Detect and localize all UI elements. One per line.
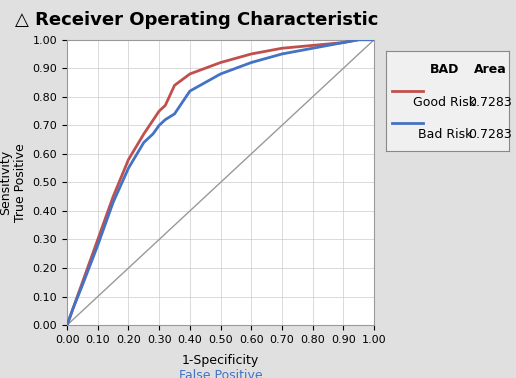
Text: Good Risk: Good Risk	[413, 96, 476, 109]
Text: BAD: BAD	[430, 63, 460, 76]
Text: Area: Area	[474, 63, 507, 76]
Text: Bad Risk: Bad Risk	[418, 128, 472, 141]
Text: 0.7283: 0.7283	[469, 96, 512, 109]
Text: 1-Specificity: 1-Specificity	[182, 354, 259, 367]
Text: △ Receiver Operating Characteristic: △ Receiver Operating Characteristic	[15, 11, 379, 29]
Y-axis label: Sensitivity
True Positive: Sensitivity True Positive	[0, 143, 27, 222]
Text: 0.7283: 0.7283	[469, 128, 512, 141]
Text: False Positive: False Positive	[179, 369, 263, 378]
